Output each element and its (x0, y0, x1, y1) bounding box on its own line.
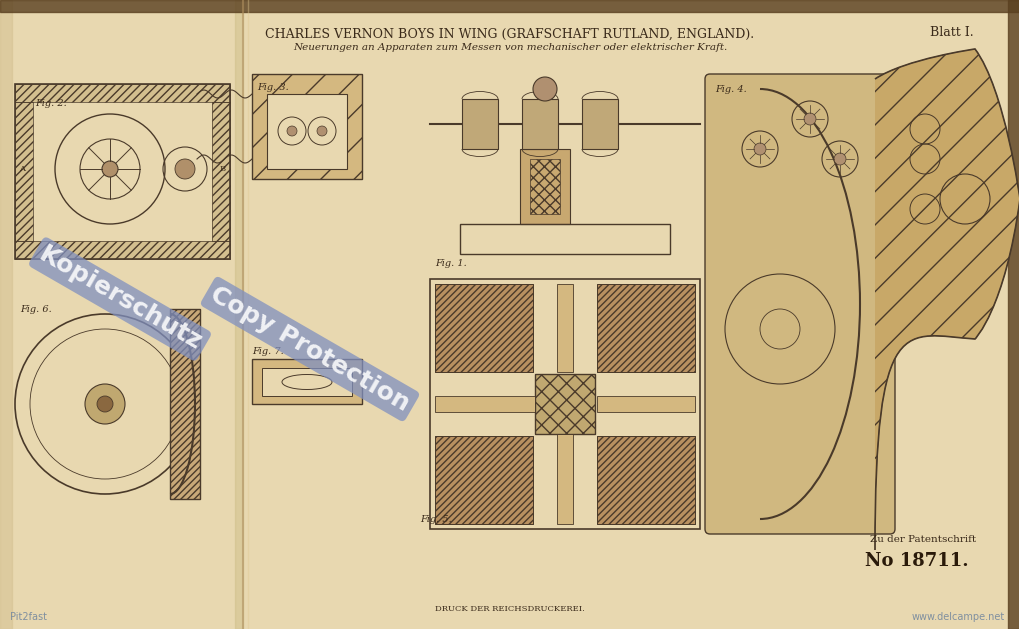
Text: Neuerungen an Apparaten zum Messen von mechanischer oder elektrischer Kraft.: Neuerungen an Apparaten zum Messen von m… (292, 43, 727, 52)
Bar (430, 279, 699, 529)
PathPatch shape (874, 49, 1019, 339)
Text: B: B (220, 165, 226, 173)
Bar (15, 241, 229, 259)
Circle shape (97, 396, 113, 412)
Bar (434, 284, 533, 372)
Circle shape (286, 126, 297, 136)
Bar (434, 436, 533, 524)
Text: Fig. 7.: Fig. 7. (252, 347, 283, 357)
Bar (596, 284, 694, 372)
Bar (434, 284, 533, 372)
Circle shape (85, 384, 125, 424)
Text: Copy Protection: Copy Protection (206, 282, 414, 416)
Bar (15, 84, 229, 102)
Bar (212, 102, 229, 241)
Bar (15, 102, 33, 241)
Bar (596, 436, 694, 524)
Bar (252, 74, 362, 179)
Bar (535, 374, 594, 434)
FancyBboxPatch shape (704, 74, 894, 534)
Bar (234, 0, 243, 629)
Bar (15, 241, 229, 259)
Bar (582, 99, 618, 149)
Text: Kopierschutz: Kopierschutz (35, 243, 206, 355)
Circle shape (753, 143, 765, 155)
Bar (15, 84, 229, 102)
Bar (460, 224, 669, 254)
Bar (170, 309, 200, 499)
Circle shape (102, 161, 118, 177)
Bar (262, 368, 352, 396)
Bar (434, 436, 533, 524)
Bar (556, 284, 573, 372)
Bar (530, 159, 559, 214)
Text: www.delcampe.net: www.delcampe.net (911, 612, 1004, 622)
Text: Fig. 3.: Fig. 3. (257, 82, 288, 91)
Bar (520, 149, 570, 224)
Circle shape (533, 77, 556, 101)
Bar (267, 94, 346, 169)
Text: Fig. 2.: Fig. 2. (35, 99, 66, 108)
Text: A: A (19, 165, 25, 173)
Bar (535, 374, 594, 434)
Text: CHARLES VERNON BOYS IN WING (GRAFSCHAFT RUTLAND, ENGLAND).: CHARLES VERNON BOYS IN WING (GRAFSCHAFT … (265, 28, 754, 40)
Text: Fig. 4.: Fig. 4. (714, 84, 746, 94)
Bar (596, 396, 694, 412)
Bar (252, 74, 362, 179)
Bar (0, 0, 12, 629)
Bar (596, 436, 694, 524)
Text: Fig. 1.: Fig. 1. (434, 260, 467, 269)
Text: Blatt I.: Blatt I. (929, 26, 973, 38)
Text: Fig. 5.: Fig. 5. (420, 515, 451, 523)
Text: No 18711.: No 18711. (864, 552, 968, 570)
Circle shape (834, 153, 845, 165)
Text: Fig. 6.: Fig. 6. (20, 304, 52, 313)
Bar (556, 434, 573, 524)
Bar (596, 284, 694, 372)
Circle shape (317, 126, 327, 136)
Circle shape (803, 113, 815, 125)
Bar (0, 0, 1019, 12)
Text: DRUCK DER REICHSDRUCKEREI.: DRUCK DER REICHSDRUCKEREI. (435, 605, 584, 613)
Bar (1007, 0, 1019, 629)
Bar (522, 99, 557, 149)
Circle shape (175, 159, 195, 179)
Text: Pit2fast: Pit2fast (10, 612, 47, 622)
Bar (15, 102, 33, 241)
Bar (434, 396, 535, 412)
Bar (462, 99, 497, 149)
Text: Zu der Patentschrift: Zu der Patentschrift (869, 535, 975, 543)
Bar (170, 309, 200, 499)
Bar (15, 84, 229, 259)
Bar (212, 102, 229, 241)
Bar (252, 359, 362, 404)
